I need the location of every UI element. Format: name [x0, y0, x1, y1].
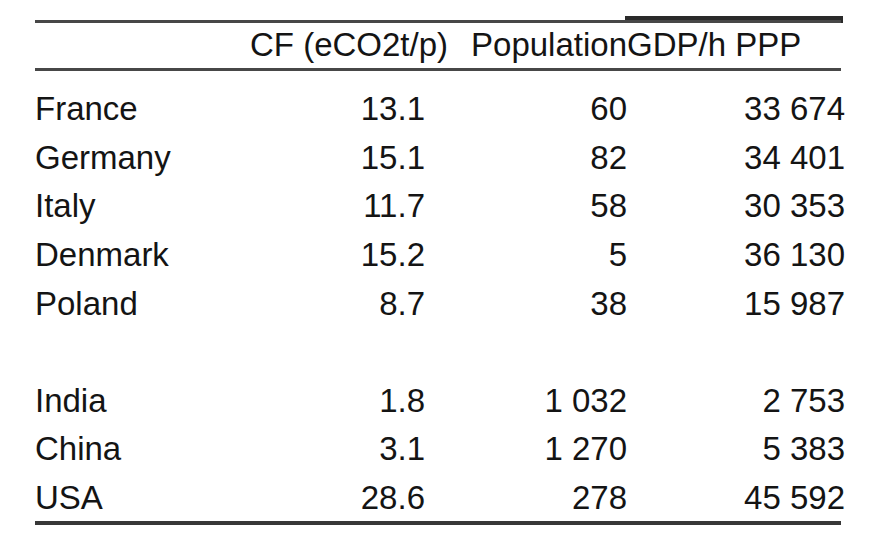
country-cell: China	[35, 425, 250, 474]
cf-cell: 28.6	[250, 474, 425, 523]
population-cell: 60	[425, 85, 627, 134]
table-row: Denmark 15.2 5 36 130	[35, 231, 845, 280]
country-cell: Germany	[35, 134, 250, 183]
cf-cell: 1.8	[250, 377, 425, 426]
population-cell: 1 032	[425, 377, 627, 426]
table-row: USA 28.6 278 45 592	[35, 474, 845, 523]
gdp-cell	[627, 328, 845, 377]
table-spacer-row	[35, 328, 845, 377]
table-row: Italy 11.7 58 30 353	[35, 182, 845, 231]
table-row: India 1.8 1 032 2 753	[35, 377, 845, 426]
gdp-cell: 5 383	[627, 425, 845, 474]
cf-cell: 13.1	[250, 85, 425, 134]
table-row: Poland 8.7 38 15 987	[35, 279, 845, 328]
population-cell	[425, 328, 627, 377]
gdp-cell: 2 753	[627, 377, 845, 426]
cf-cell: 8.7	[250, 279, 425, 328]
country-cell: USA	[35, 474, 250, 523]
table-header-row: CF (eCO2t/p) Population GDP/h PPP	[35, 23, 845, 67]
cf-cell: 3.1	[250, 425, 425, 474]
gdp-cell: 36 130	[627, 231, 845, 280]
data-table: France 13.1 60 33 674 Germany 15.1 82 34…	[35, 85, 845, 522]
country-cell	[35, 328, 250, 377]
table-row: China 3.1 1 270 5 383	[35, 425, 845, 474]
gdp-cell: 15 987	[627, 279, 845, 328]
header-population: Population	[425, 26, 627, 64]
cf-cell: 11.7	[250, 182, 425, 231]
population-cell: 58	[425, 182, 627, 231]
population-cell: 1 270	[425, 425, 627, 474]
country-cell: Poland	[35, 279, 250, 328]
gdp-cell: 30 353	[627, 182, 845, 231]
population-cell: 278	[425, 474, 627, 523]
cf-cell	[250, 328, 425, 377]
header-separator-line	[35, 68, 841, 71]
population-cell: 38	[425, 279, 627, 328]
table-row: Germany 15.1 82 34 401	[35, 134, 845, 183]
population-cell: 5	[425, 231, 627, 280]
country-cell: Italy	[35, 182, 250, 231]
header-cf: CF (eCO2t/p)	[250, 26, 425, 64]
population-cell: 82	[425, 134, 627, 183]
cf-cell: 15.2	[250, 231, 425, 280]
country-cell: India	[35, 377, 250, 426]
header-gdp: GDP/h PPP	[627, 26, 845, 64]
gdp-cell: 33 674	[627, 85, 845, 134]
data-table-figure: CF (eCO2t/p) Population GDP/h PPP France…	[35, 0, 845, 541]
table-row: France 13.1 60 33 674	[35, 85, 845, 134]
country-cell: Denmark	[35, 231, 250, 280]
bottom-border	[35, 521, 841, 525]
country-cell: France	[35, 85, 250, 134]
gdp-cell: 34 401	[627, 134, 845, 183]
gdp-cell: 45 592	[627, 474, 845, 523]
cf-cell: 15.1	[250, 134, 425, 183]
